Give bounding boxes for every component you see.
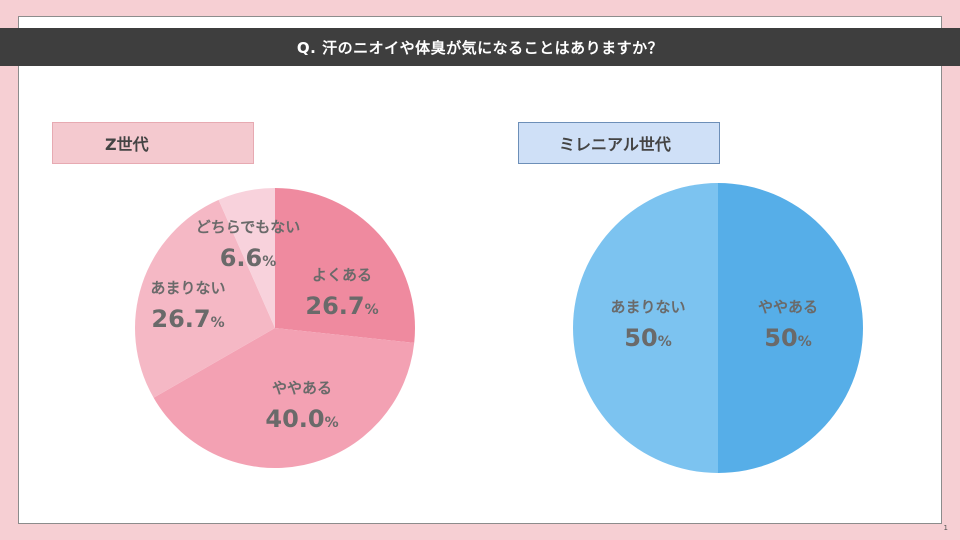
slice-name-label: あまりない (610, 298, 685, 316)
pie-slice (153, 328, 415, 468)
slice-name-label: ややある (758, 298, 818, 316)
pie-slice (134, 199, 275, 398)
slice-name-label: あまりない (150, 279, 225, 297)
chart-label-z-generation: Z世代 (52, 122, 254, 164)
slice-name-label: どちらでもない (196, 218, 301, 236)
pie-slice (275, 188, 415, 343)
pie-slice (573, 183, 718, 473)
pie-slice (218, 188, 275, 328)
page-number: 1 (943, 524, 948, 532)
chart-label-millennial: ミレニアル世代 (518, 122, 720, 164)
slice-name-label: ややある (272, 379, 332, 397)
slice-name-label: よくある (312, 266, 372, 284)
pie-slice (718, 183, 863, 473)
question-title: Q. 汗のニオイや体臭が気になることはありますか？ (0, 28, 960, 66)
